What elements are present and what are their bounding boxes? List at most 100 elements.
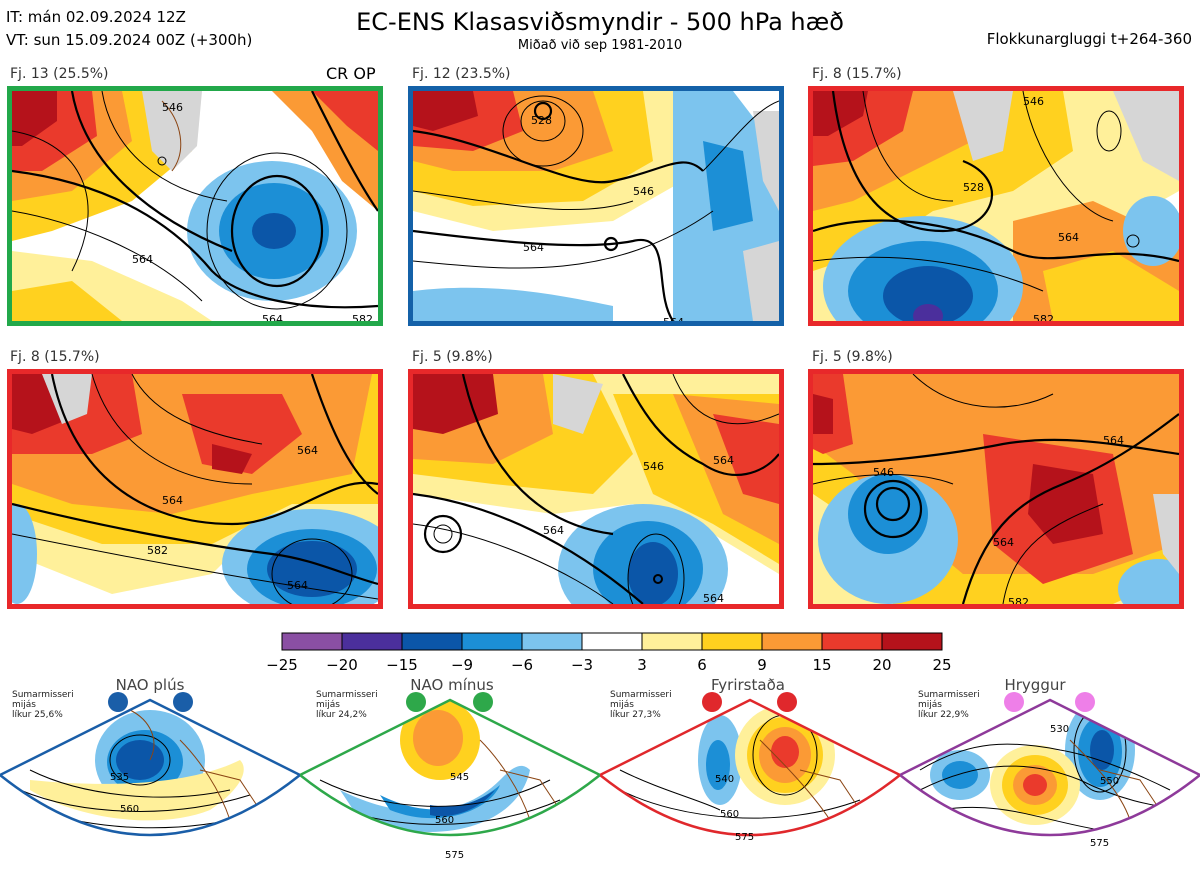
init-time: IT: mán 02.09.2024 12Z bbox=[6, 8, 186, 26]
contour-label: 546 bbox=[873, 466, 894, 479]
colorbar-swatch bbox=[281, 632, 343, 651]
anomaly-map-5: 546 564 564 564 bbox=[413, 374, 779, 604]
colorbar-swatch bbox=[521, 632, 583, 651]
colorbar-swatch bbox=[881, 632, 943, 651]
regime-contour-label: 540 bbox=[715, 774, 734, 785]
regime-contour-label: 535 bbox=[110, 772, 129, 783]
valid-time: VT: sun 15.09.2024 00Z (+300h) bbox=[6, 31, 253, 49]
colorbar-tick-label: −25 bbox=[266, 656, 298, 674]
anomaly-map-1: 564 546 564 582 bbox=[12, 91, 378, 321]
regime-map-ridge: 530 550 575 bbox=[900, 692, 1200, 849]
regime-contour-label: 560 bbox=[720, 809, 739, 820]
regime-map-nao-minus: 545 560 575 bbox=[300, 692, 600, 861]
contour-label: 546 bbox=[1023, 95, 1044, 108]
contour-label: 564 bbox=[1058, 231, 1079, 244]
regime-contour-label: 530 bbox=[1050, 724, 1069, 735]
regime-contour-label: 575 bbox=[735, 832, 754, 843]
colorbar-tick-label: 6 bbox=[697, 656, 707, 674]
contour-label: 564 bbox=[297, 444, 318, 457]
map-panel-3: 546 528 564 582 bbox=[808, 86, 1184, 326]
panel-label-4: Fj. 8 (15.7%) bbox=[10, 349, 100, 365]
contour-label: 546 bbox=[162, 101, 183, 114]
panel-label-1: Fj. 13 (25.5%) bbox=[10, 66, 109, 82]
contour-label: 582 bbox=[147, 544, 168, 557]
page-subtitle: Miðað við sep 1981-2010 bbox=[517, 38, 683, 53]
colorbar-tick-label: −3 bbox=[570, 656, 594, 674]
colorbar-tick-label: −9 bbox=[450, 656, 474, 674]
regime-note-1: Sumarmisseri mijás líkur 25,6% bbox=[12, 690, 74, 720]
anomaly-map-2: 528 546 564 564 bbox=[413, 91, 779, 321]
contour-label: 564 bbox=[663, 316, 684, 321]
map-panel-2: 528 546 564 564 bbox=[408, 86, 784, 326]
regime-note-3: Sumarmisseri mijás líkur 27,3% bbox=[610, 690, 672, 720]
regime-contour-label: 560 bbox=[120, 804, 139, 815]
contour-label: 528 bbox=[963, 181, 984, 194]
colorbar-tick-label: 3 bbox=[637, 656, 647, 674]
contour-label: 564 bbox=[132, 253, 153, 266]
colorbar-swatch bbox=[341, 632, 403, 651]
map-panel-4: 564 564 582 564 bbox=[7, 369, 383, 609]
colorbar-tick-label: 20 bbox=[872, 656, 892, 674]
regime-title-3: Fyrirstaða bbox=[711, 676, 785, 694]
anomaly-map-4: 564 564 582 564 bbox=[12, 374, 378, 604]
regime-note-2: Sumarmisseri mijás líkur 24,2% bbox=[316, 690, 378, 720]
map-panel-6: 546 564 564 582 bbox=[808, 369, 1184, 609]
contour-label: 564 bbox=[162, 494, 183, 507]
map-panel-5: 546 564 564 564 bbox=[408, 369, 784, 609]
anomaly-map-6: 546 564 564 582 bbox=[813, 374, 1179, 604]
colorbar-tick-label: 15 bbox=[812, 656, 832, 674]
contour-label: 564 bbox=[287, 579, 308, 592]
regime-contour-label: 575 bbox=[1090, 838, 1109, 849]
panel-label-5: Fj. 5 (9.8%) bbox=[412, 349, 493, 365]
anomaly-map-3: 546 528 564 582 bbox=[813, 91, 1179, 321]
colorbar-tick-label: 9 bbox=[757, 656, 767, 674]
colorbar-tick-label: −20 bbox=[326, 656, 358, 674]
contour-label: 564 bbox=[262, 313, 283, 321]
panel-label-3: Fj. 8 (15.7%) bbox=[812, 66, 902, 82]
colorbar-swatch bbox=[641, 632, 703, 651]
contour-label: 546 bbox=[643, 460, 664, 473]
header-left: IT: mán 02.09.2024 12Z VT: sun 15.09.202… bbox=[6, 6, 252, 52]
regime-nao-plus: 535 560 bbox=[0, 680, 300, 880]
regime-title-4: Hryggur bbox=[1004, 676, 1066, 694]
page-title: EC-ENS Klasasviðsmyndir - 500 hPa hæð bbox=[356, 8, 844, 36]
contour-label: 564 bbox=[543, 524, 564, 537]
regime-title-1: NAO plús bbox=[115, 676, 185, 694]
contour-label: 564 bbox=[993, 536, 1014, 549]
colorbar-swatch bbox=[401, 632, 463, 651]
regime-note-4: Sumarmisseri mijás líkur 22,9% bbox=[918, 690, 980, 720]
colorbar-swatch bbox=[761, 632, 823, 651]
crop-label: CR OP bbox=[326, 64, 376, 83]
regime-ridge: 530 550 575 bbox=[900, 680, 1200, 880]
contour-label: 546 bbox=[633, 185, 654, 198]
colorbar-tick-label: 25 bbox=[932, 656, 952, 674]
contour-label: 582 bbox=[352, 313, 373, 321]
colorbar-swatch bbox=[581, 632, 643, 651]
regime-map-blocking: 540 560 575 bbox=[600, 692, 900, 843]
regime-contour-label: 550 bbox=[1100, 776, 1119, 787]
colorbar-swatch bbox=[821, 632, 883, 651]
regime-blocking: 540 560 575 bbox=[600, 680, 900, 880]
colorbar bbox=[281, 632, 943, 651]
contour-label: 582 bbox=[1008, 596, 1029, 604]
regime-nao-minus: 545 560 575 bbox=[300, 680, 600, 880]
contour-label: 582 bbox=[1033, 313, 1054, 321]
contour-label: 528 bbox=[531, 114, 552, 127]
panel-label-6: Fj. 5 (9.8%) bbox=[812, 349, 893, 365]
contour-label: 564 bbox=[523, 241, 544, 254]
colorbar-swatch bbox=[461, 632, 523, 651]
colorbar-tick-label: −15 bbox=[386, 656, 418, 674]
regime-map-nao-plus: 535 560 bbox=[0, 692, 300, 837]
panel-label-2: Fj. 12 (23.5%) bbox=[412, 66, 511, 82]
colorbar-tick-label: −6 bbox=[510, 656, 534, 674]
map-panel-1: 564 546 564 582 bbox=[7, 86, 383, 326]
contour-label: 564 bbox=[703, 592, 724, 604]
regime-contour-label: 545 bbox=[450, 772, 469, 783]
contour-label: 564 bbox=[713, 454, 734, 467]
regime-contour-label: 560 bbox=[435, 815, 454, 826]
regime-title-2: NAO mínus bbox=[410, 676, 494, 694]
contour-label: 564 bbox=[1103, 434, 1124, 447]
regime-contour-label: 575 bbox=[445, 850, 464, 861]
colorbar-swatch bbox=[701, 632, 763, 651]
classification-window: Flokkunargluggi t+264-360 bbox=[986, 30, 1192, 48]
